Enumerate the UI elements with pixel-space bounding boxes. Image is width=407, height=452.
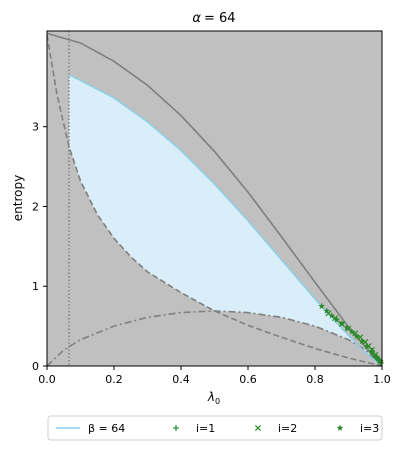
- plot-frame: [46, 30, 383, 367]
- x-tick-label: 0.2: [105, 373, 123, 386]
- title-alpha: α: [192, 11, 201, 26]
- x-axis-label-base: λ: [207, 390, 215, 404]
- legend-items: β = 64 i=1 i=2 i=3: [56, 422, 379, 435]
- y-tick-label: 1: [32, 280, 39, 293]
- title-value: = 64: [204, 11, 236, 26]
- legend-label: i=2: [278, 422, 297, 435]
- y-tick-label: 2: [32, 200, 39, 213]
- legend-box: [47, 415, 383, 441]
- data-point-i3: [328, 312, 336, 319]
- legend-label: i=1: [196, 422, 215, 435]
- y-tick-label: 3: [32, 121, 39, 134]
- feasible-region: [68, 74, 382, 367]
- legend-label: β = 64: [88, 422, 125, 435]
- y-axis: 0 1 2 3: [32, 121, 47, 373]
- legend-swatch: [173, 425, 179, 431]
- x-tick-label: 1.0: [373, 373, 391, 386]
- data-point-i3: [358, 337, 366, 345]
- data-point-i3: [368, 348, 376, 355]
- legend-item: i=3: [336, 422, 379, 435]
- data-point-i3: [348, 328, 356, 335]
- dashed-curve: [46, 34, 383, 367]
- series-line-beta: [68, 74, 383, 367]
- legend-swatch: [254, 424, 262, 432]
- legend: β = 64 i=1 i=2 i=3: [47, 415, 383, 441]
- x-axis-label: λ0: [207, 390, 220, 406]
- x-tick-label: 0.0: [38, 373, 56, 386]
- legend-item: β = 64: [56, 422, 125, 435]
- legend-swatch: [336, 424, 344, 431]
- dashdot-curve: [46, 310, 383, 367]
- x-tick-label: 0.6: [239, 373, 257, 386]
- y-tick-label: 0: [32, 360, 39, 373]
- legend-item: i=2: [254, 422, 297, 435]
- legend-label: i=3: [360, 422, 379, 435]
- legend-item: i=1: [173, 422, 215, 435]
- data-point-i3: [343, 324, 351, 331]
- data-point-i3: [353, 332, 361, 340]
- x-tick-label: 0.4: [172, 373, 190, 386]
- data-point-i3: [338, 320, 346, 327]
- data-point-i3: [373, 353, 381, 361]
- data-point-i3: [363, 342, 371, 349]
- marker-group: [318, 302, 384, 366]
- data-point-i3: [318, 302, 326, 310]
- data-point-i3: [376, 357, 384, 365]
- chart-title: α = 64: [192, 11, 235, 26]
- data-point-i3: [333, 316, 341, 323]
- x-axis: 0.0 0.2 0.4 0.6 0.8 1.0: [38, 366, 391, 386]
- y-axis-label: entropy: [11, 175, 25, 221]
- x-tick-label: 0.8: [306, 373, 324, 386]
- plot-area: [46, 30, 384, 367]
- x-axis-label-subscript: 0: [215, 397, 220, 406]
- data-point-i3: [323, 307, 331, 314]
